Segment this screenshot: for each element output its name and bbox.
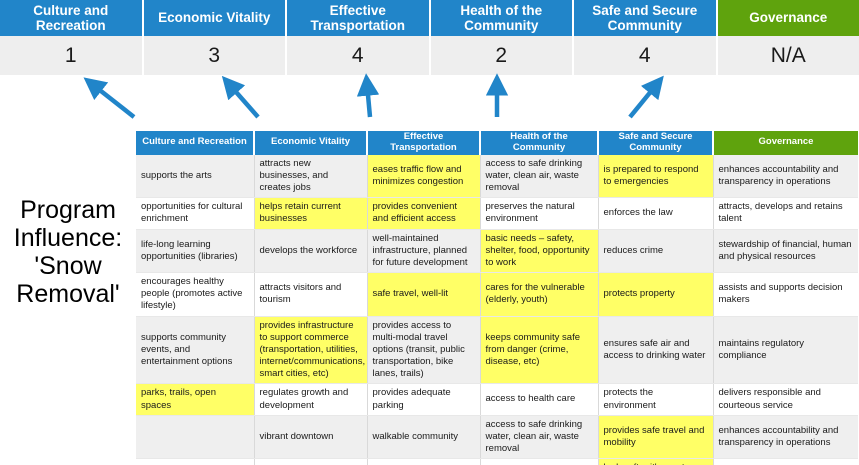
- matrix-cell: enhances accountability and transparency…: [713, 154, 858, 199]
- arrow-up-right-icon-5: [628, 75, 664, 119]
- matrix-header-culture-and-recreation: Culture and Recreation: [136, 131, 255, 155]
- matrix-cell: opportunities for cultural enrichment: [136, 197, 255, 230]
- matrix-cell: develops the workforce: [254, 229, 368, 274]
- matrix-cell: provides convenient and efficient access: [367, 197, 481, 230]
- score-header-effective-transportation: Effective Transportation: [287, 0, 431, 36]
- arrow-up-icon-3: [356, 73, 380, 118]
- table-row: supports the arts attracts new businesses…: [136, 154, 858, 199]
- matrix-header-health-of-the-community: Health of the Community: [480, 131, 599, 155]
- score-header-safe-and-secure-community: Safe and Secure Community: [574, 0, 718, 36]
- matrix-cell: preserves the natural environment: [480, 197, 599, 230]
- matrix-cell: enforces the law: [598, 197, 714, 230]
- matrix-header-row: Culture and Recreation Economic Vitality…: [136, 131, 858, 155]
- matrix-cell: cares for the vulnerable (elderly, youth…: [480, 272, 599, 317]
- matrix-cell: eases traffic flow and minimizes congest…: [367, 154, 481, 199]
- matrix-cell: encourages healthy people (promotes acti…: [136, 272, 255, 317]
- matrix-cell: walkable community: [367, 415, 481, 460]
- matrix-cell: delivers responsible and courteous servi…: [713, 383, 858, 416]
- score-header-label: Safe and Secure Community: [592, 2, 698, 33]
- score-bar-header-row: Culture and Recreation Economic Vitality…: [0, 0, 859, 36]
- score-header-label: Economic Vitality: [158, 10, 271, 26]
- score-header-economic-vitality: Economic Vitality: [143, 0, 287, 36]
- matrix-cell: keeps community safe from danger (crime,…: [480, 316, 599, 385]
- matrix-cell: assists and supports decision makers: [713, 272, 858, 317]
- table-row: vibrant downtown walkable community access…: [136, 415, 858, 460]
- matrix-cell: provides infrastructure to support comme…: [254, 316, 368, 385]
- arrow-up-left-icon-1: [83, 77, 136, 119]
- matrix-cell: access to safe drinking water, clean air…: [480, 154, 599, 199]
- score-value-governance: N/A: [717, 36, 859, 75]
- table-row: opportunities for cultural enrichment hel…: [136, 197, 858, 230]
- matrix-cell: attracts new businesses, and creates job…: [254, 154, 368, 199]
- matrix-cell: stewardship of financial, human and phys…: [713, 229, 858, 274]
- matrix-cell: basic needs – safety, shelter, food, opp…: [480, 229, 599, 274]
- matrix-cell: access to safe drinking water, clean air…: [480, 415, 599, 460]
- table-row: supports community events, and entertain…: [136, 316, 858, 385]
- matrix-cell: life-long learning opportunities (librar…: [136, 229, 255, 274]
- score-bar-value-row: 1 3 4 2 4 N/A: [0, 36, 859, 75]
- matrix-cell: [367, 458, 481, 465]
- matrix-cell: attracts visitors and tourism: [254, 272, 368, 317]
- matrix-cell: provides access to multi-modal travel op…: [367, 316, 481, 385]
- score-header-label: Culture and Recreation: [33, 2, 109, 33]
- score-value-safe-and-secure-community: 4: [574, 36, 718, 75]
- matrix-body: supports the arts attracts new businesses…: [136, 154, 858, 465]
- matrix-cell: [480, 458, 599, 465]
- score-header-health-of-the-community: Health of the Community: [430, 0, 574, 36]
- program-influence-caption: Program Influence: 'Snow Removal': [13, 196, 123, 308]
- score-header-governance: Governance: [717, 0, 859, 36]
- alignment-matrix-table: Culture and Recreation Economic Vitality…: [136, 131, 858, 465]
- alignment-matrix: Culture and Recreation Economic Vitality…: [136, 131, 858, 465]
- matrix-cell: looks after it's most vulnerable: [598, 458, 714, 465]
- score-value-culture-and-recreation: 1: [0, 36, 144, 75]
- arrow-group: [83, 73, 664, 119]
- table-row: looks after it's most vulnerable: [136, 458, 858, 465]
- matrix-cell: well-maintained infrastructure, planned …: [367, 229, 481, 274]
- matrix-cell: vibrant downtown: [254, 415, 368, 460]
- matrix-cell: parks, trails, open spaces: [136, 383, 255, 416]
- matrix-cell: helps retain current businesses: [254, 197, 368, 230]
- arrow-up-left-icon-2: [221, 75, 260, 119]
- matrix-cell: enhances accountability and transparency…: [713, 415, 858, 460]
- table-row: parks, trails, open spaces regulates grow…: [136, 383, 858, 416]
- table-row: encourages healthy people (promotes acti…: [136, 272, 858, 317]
- matrix-cell: maintains regulatory compliance: [713, 316, 858, 385]
- matrix-cell: access to health care: [480, 383, 599, 416]
- matrix-cell: protects the environment: [598, 383, 714, 416]
- matrix-cell: provides safe travel and mobility: [598, 415, 714, 460]
- matrix-cell: [136, 415, 255, 460]
- matrix-cell: supports community events, and entertain…: [136, 316, 255, 385]
- matrix-cell: protects property: [598, 272, 714, 317]
- matrix-header-safe-and-secure-community: Safe and Secure Community: [598, 131, 714, 155]
- matrix-cell: provides adequate parking: [367, 383, 481, 416]
- matrix-cell: safe travel, well-lit: [367, 272, 481, 317]
- score-value-health-of-the-community: 2: [430, 36, 574, 75]
- score-header-label: Governance: [749, 10, 828, 26]
- score-bar: Culture and Recreation Economic Vitality…: [0, 0, 859, 75]
- matrix-cell: [254, 458, 368, 465]
- score-value-economic-vitality: 3: [143, 36, 287, 75]
- score-header-culture-and-recreation: Culture and Recreation: [0, 0, 144, 36]
- matrix-header-governance: Governance: [713, 131, 858, 155]
- matrix-cell: [136, 458, 255, 465]
- matrix-cell: is prepared to respond to emergencies: [598, 154, 714, 199]
- matrix-cell: regulates growth and development: [254, 383, 368, 416]
- score-value-effective-transportation: 4: [287, 36, 431, 75]
- matrix-cell: reduces crime: [598, 229, 714, 274]
- matrix-cell: attracts, develops and retains talent: [713, 197, 858, 230]
- table-row: life-long learning opportunities (librar…: [136, 229, 858, 274]
- matrix-cell: supports the arts: [136, 154, 255, 199]
- matrix-header-economic-vitality: Economic Vitality: [254, 131, 368, 155]
- matrix-cell: [713, 458, 858, 465]
- matrix-header-effective-transportation: Effective Transportation: [367, 131, 481, 155]
- matrix-cell: ensures safe air and access to drinking …: [598, 316, 714, 385]
- score-header-label: Health of the Community: [460, 2, 543, 33]
- score-header-label: Effective Transportation: [310, 2, 405, 33]
